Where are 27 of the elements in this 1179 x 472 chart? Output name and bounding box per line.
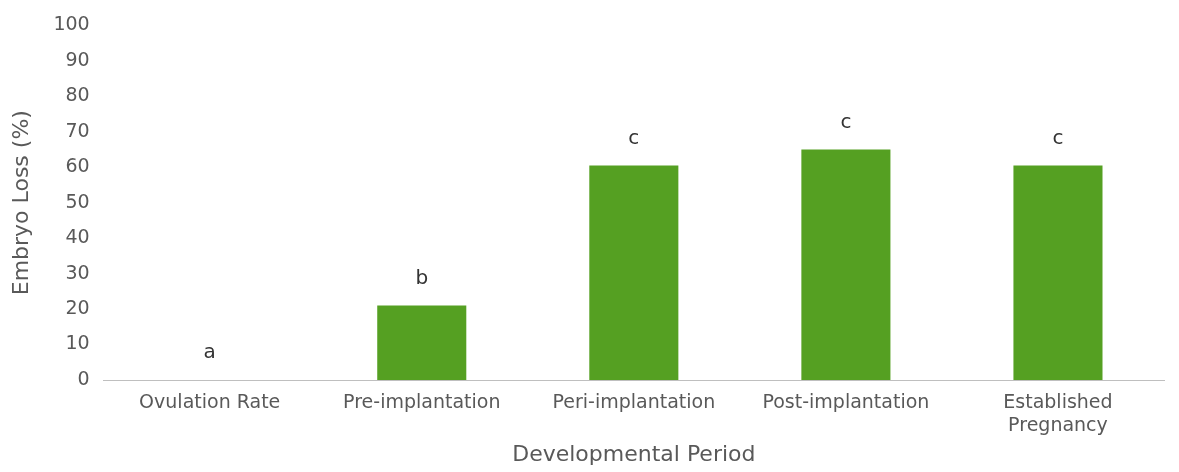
- annotation: a: [203, 339, 216, 364]
- y-axis-title: Embryo Loss (%): [7, 110, 33, 296]
- x-tick-label: Established Pregnancy: [1003, 390, 1113, 436]
- y-tick-label: 20: [65, 296, 90, 319]
- y-tick-label: 30: [65, 260, 90, 283]
- annotation: c: [628, 124, 640, 149]
- x-tick-label: Peri-implantation: [552, 390, 716, 413]
- y-tick-label: 100: [53, 12, 90, 35]
- annotation: c: [840, 108, 852, 133]
- x-tick-label: Post-implantation: [762, 390, 930, 413]
- bar: [1013, 165, 1103, 380]
- y-tick-label: 0: [77, 366, 90, 389]
- bar: [377, 305, 467, 380]
- annotation: c: [1052, 124, 1064, 149]
- x-tick-label: Ovulation Rate: [139, 390, 281, 413]
- y-tick-label: 90: [65, 47, 90, 70]
- y-tick-label: 70: [65, 118, 90, 141]
- y-tick-label: 10: [65, 331, 90, 354]
- y-tick-label: 40: [65, 225, 90, 248]
- bar: [589, 165, 679, 380]
- y-tick-label: 50: [65, 189, 90, 212]
- y-tick-label: 60: [65, 154, 90, 177]
- x-axis-title: Developmental Period: [512, 440, 756, 466]
- x-tick-label: Pre-implantation: [343, 390, 501, 413]
- y-tick-label: 80: [65, 83, 90, 106]
- bar: [801, 149, 891, 380]
- annotation: b: [415, 264, 429, 289]
